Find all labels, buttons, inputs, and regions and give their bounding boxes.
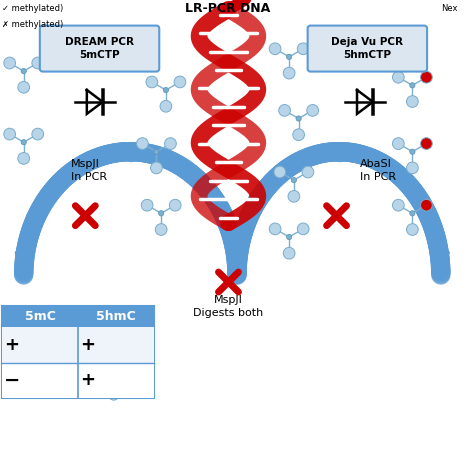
Circle shape xyxy=(32,128,44,140)
Circle shape xyxy=(155,224,167,236)
Circle shape xyxy=(4,128,16,140)
Circle shape xyxy=(291,177,297,183)
Bar xyxy=(2,306,154,398)
Circle shape xyxy=(420,138,432,149)
Circle shape xyxy=(20,332,31,343)
Text: +: + xyxy=(80,336,95,354)
Circle shape xyxy=(410,210,415,216)
Text: +: + xyxy=(4,336,19,354)
Circle shape xyxy=(420,72,432,83)
Circle shape xyxy=(410,149,415,155)
Text: MspJI
Digests both: MspJI Digests both xyxy=(193,295,264,318)
Circle shape xyxy=(407,96,418,108)
Circle shape xyxy=(164,138,176,149)
Text: Deja Vu PCR
5hmCTP: Deja Vu PCR 5hmCTP xyxy=(331,37,403,60)
Circle shape xyxy=(96,332,107,343)
Circle shape xyxy=(121,368,132,378)
Circle shape xyxy=(288,191,300,202)
Circle shape xyxy=(269,43,281,55)
Circle shape xyxy=(420,200,432,211)
Circle shape xyxy=(274,166,286,178)
Circle shape xyxy=(392,200,404,211)
Bar xyxy=(2,306,154,327)
Circle shape xyxy=(160,100,172,112)
Circle shape xyxy=(392,72,404,83)
Text: 5hmC: 5hmC xyxy=(96,310,136,323)
Circle shape xyxy=(151,162,162,174)
Text: +: + xyxy=(80,372,95,389)
Text: ✗ methylated): ✗ methylated) xyxy=(2,20,64,29)
Circle shape xyxy=(158,210,164,216)
Circle shape xyxy=(269,223,281,235)
Circle shape xyxy=(21,139,27,145)
Bar xyxy=(2,363,154,398)
Circle shape xyxy=(174,76,186,88)
Circle shape xyxy=(297,223,309,235)
Text: 5mC: 5mC xyxy=(25,310,56,323)
Circle shape xyxy=(45,332,56,343)
Circle shape xyxy=(154,149,159,155)
Circle shape xyxy=(283,247,295,259)
Text: Nex: Nex xyxy=(441,4,457,13)
Circle shape xyxy=(21,68,27,74)
Circle shape xyxy=(307,105,319,116)
Circle shape xyxy=(33,354,43,365)
Text: AbaSI
In PCR: AbaSI In PCR xyxy=(360,159,396,182)
Circle shape xyxy=(283,67,295,79)
Circle shape xyxy=(96,368,107,378)
Circle shape xyxy=(18,153,29,164)
Circle shape xyxy=(4,57,16,69)
Text: −: − xyxy=(4,371,20,390)
FancyBboxPatch shape xyxy=(40,26,159,72)
Circle shape xyxy=(286,234,292,240)
Circle shape xyxy=(279,105,291,116)
Circle shape xyxy=(111,343,116,347)
FancyBboxPatch shape xyxy=(308,26,427,72)
Circle shape xyxy=(121,332,132,343)
Circle shape xyxy=(146,76,158,88)
Circle shape xyxy=(109,354,119,365)
Circle shape xyxy=(109,390,119,400)
Bar xyxy=(2,327,154,363)
Circle shape xyxy=(410,82,415,88)
Circle shape xyxy=(111,378,116,383)
Circle shape xyxy=(141,200,153,211)
Circle shape xyxy=(407,162,418,174)
Circle shape xyxy=(407,224,418,236)
Text: MspJI
In PCR: MspJI In PCR xyxy=(71,159,107,182)
Circle shape xyxy=(163,87,169,93)
Circle shape xyxy=(169,200,181,211)
Circle shape xyxy=(137,138,148,149)
Circle shape xyxy=(296,116,301,121)
Circle shape xyxy=(36,343,40,347)
Circle shape xyxy=(297,43,309,55)
Circle shape xyxy=(392,138,404,149)
Circle shape xyxy=(32,57,44,69)
Circle shape xyxy=(18,82,29,93)
Circle shape xyxy=(302,166,314,178)
Circle shape xyxy=(293,129,304,141)
Text: LR-PCR DNA: LR-PCR DNA xyxy=(185,2,270,15)
Text: ✓ methylated): ✓ methylated) xyxy=(2,4,64,13)
Text: DREAM PCR
5mCTP: DREAM PCR 5mCTP xyxy=(65,37,134,60)
Circle shape xyxy=(286,54,292,60)
